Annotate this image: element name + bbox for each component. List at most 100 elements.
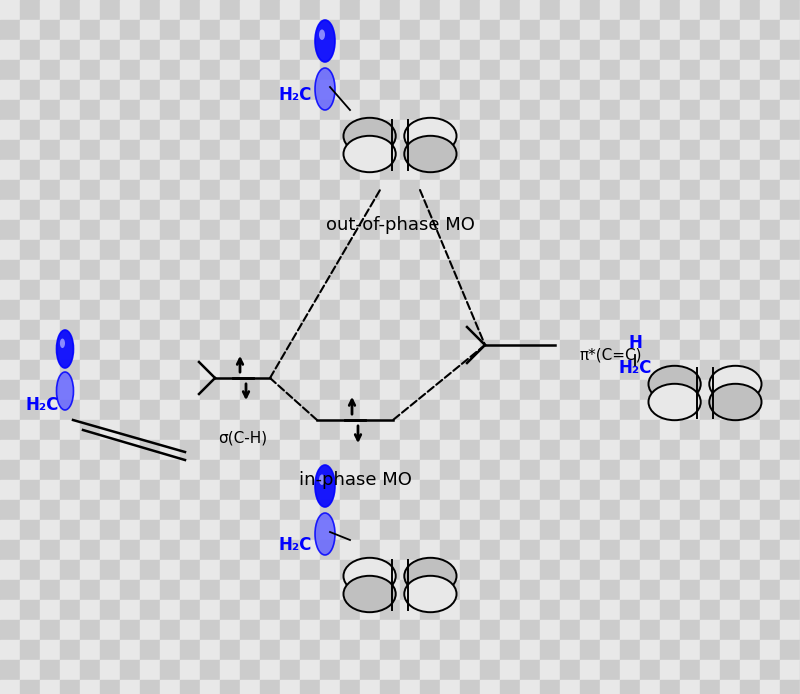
Bar <box>200 600 220 620</box>
Bar <box>660 440 680 460</box>
Bar <box>340 40 360 60</box>
Bar <box>640 340 660 360</box>
Bar <box>420 160 440 180</box>
Bar <box>460 0 480 20</box>
Bar <box>80 500 100 520</box>
Bar <box>440 560 460 580</box>
Bar <box>240 60 260 80</box>
Bar <box>260 380 280 400</box>
Bar <box>740 180 760 200</box>
Bar <box>60 600 80 620</box>
Bar <box>120 80 140 100</box>
Bar <box>420 660 440 680</box>
Bar <box>40 20 60 40</box>
Bar <box>320 640 340 660</box>
Bar <box>620 460 640 480</box>
Bar <box>100 260 120 280</box>
Bar <box>500 520 520 540</box>
Bar <box>0 420 20 440</box>
Bar <box>220 320 240 340</box>
Bar <box>60 640 80 660</box>
Bar <box>280 120 300 140</box>
Bar <box>140 460 160 480</box>
Bar <box>0 480 20 500</box>
Bar <box>60 80 80 100</box>
Bar <box>300 540 320 560</box>
Bar <box>80 120 100 140</box>
Bar <box>380 20 400 40</box>
Bar <box>200 540 220 560</box>
Bar <box>220 440 240 460</box>
Bar <box>380 580 400 600</box>
Bar <box>480 380 500 400</box>
Bar <box>380 640 400 660</box>
Bar <box>120 660 140 680</box>
Bar <box>640 540 660 560</box>
Bar <box>60 340 80 360</box>
Bar <box>760 320 780 340</box>
Bar <box>760 140 780 160</box>
Bar <box>660 300 680 320</box>
Bar <box>260 220 280 240</box>
Bar <box>740 680 760 694</box>
Bar <box>780 520 800 540</box>
Bar <box>760 520 780 540</box>
Bar <box>440 180 460 200</box>
Bar <box>620 60 640 80</box>
Bar <box>340 280 360 300</box>
Bar <box>220 460 240 480</box>
Bar <box>80 520 100 540</box>
Bar <box>60 320 80 340</box>
Bar <box>280 640 300 660</box>
Bar <box>560 120 580 140</box>
Bar <box>660 340 680 360</box>
Bar <box>160 80 180 100</box>
Bar <box>420 620 440 640</box>
Bar <box>600 660 620 680</box>
Bar <box>660 20 680 40</box>
Bar <box>40 120 60 140</box>
Bar <box>240 200 260 220</box>
Bar <box>540 40 560 60</box>
Bar <box>480 640 500 660</box>
Bar <box>620 380 640 400</box>
Bar <box>0 140 20 160</box>
Bar <box>300 260 320 280</box>
Bar <box>780 300 800 320</box>
Bar <box>40 320 60 340</box>
Bar <box>100 320 120 340</box>
Bar <box>220 500 240 520</box>
Bar <box>520 240 540 260</box>
Bar <box>740 500 760 520</box>
Bar <box>0 680 20 694</box>
Bar <box>400 580 420 600</box>
Bar <box>240 120 260 140</box>
Bar <box>300 200 320 220</box>
Bar <box>560 140 580 160</box>
Bar <box>680 340 700 360</box>
Bar <box>560 200 580 220</box>
Bar <box>480 240 500 260</box>
Bar <box>160 320 180 340</box>
Bar <box>140 420 160 440</box>
Bar <box>180 460 200 480</box>
Bar <box>640 360 660 380</box>
Bar <box>580 200 600 220</box>
Bar <box>100 600 120 620</box>
Bar <box>240 0 260 20</box>
Bar <box>680 0 700 20</box>
Bar <box>40 360 60 380</box>
Bar <box>240 160 260 180</box>
Bar <box>700 600 720 620</box>
Bar <box>160 440 180 460</box>
Bar <box>700 680 720 694</box>
Bar <box>320 680 340 694</box>
Bar <box>680 100 700 120</box>
Bar <box>300 20 320 40</box>
Bar <box>480 660 500 680</box>
Bar <box>0 240 20 260</box>
Bar <box>460 600 480 620</box>
Bar <box>0 620 20 640</box>
Bar <box>220 60 240 80</box>
Bar <box>580 600 600 620</box>
